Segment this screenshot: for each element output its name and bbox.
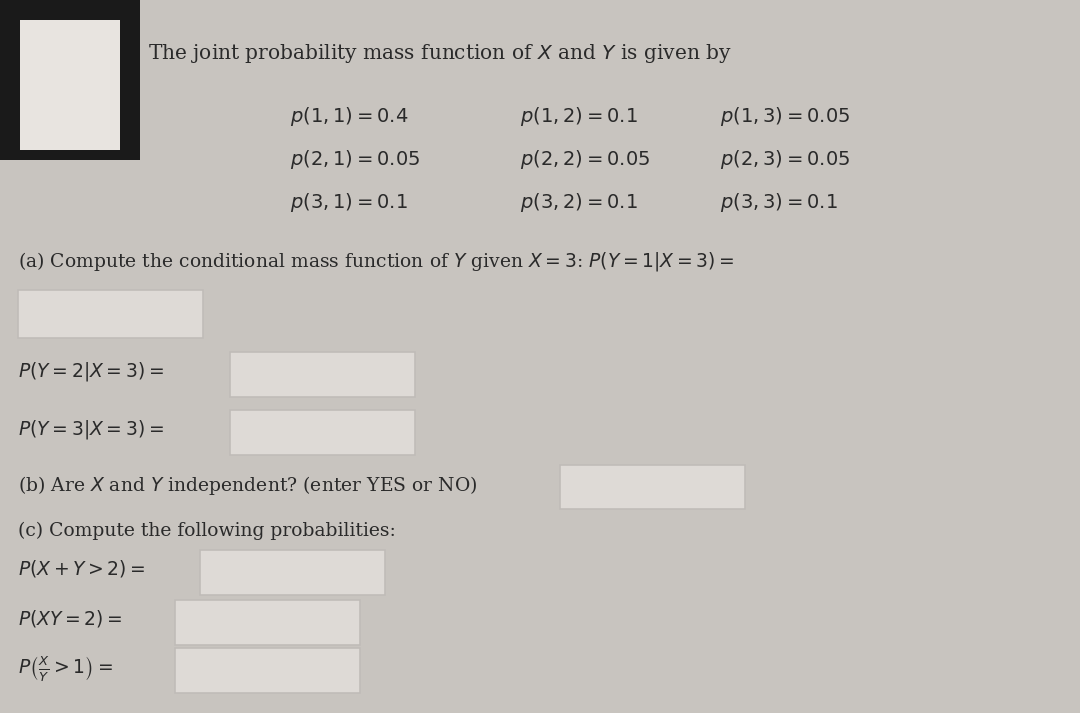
FancyBboxPatch shape [175, 600, 360, 645]
Text: $P(Y = 2|X = 3) =$: $P(Y = 2|X = 3) =$ [18, 360, 164, 383]
Text: $p(2, 3) = 0.05$: $p(2, 3) = 0.05$ [720, 148, 850, 171]
Text: $p(3, 1) = 0.1$: $p(3, 1) = 0.1$ [291, 191, 407, 214]
Text: $p(2, 2) = 0.05$: $p(2, 2) = 0.05$ [519, 148, 650, 171]
FancyBboxPatch shape [18, 290, 203, 338]
FancyBboxPatch shape [230, 352, 415, 397]
Text: $p(2, 1) = 0.05$: $p(2, 1) = 0.05$ [291, 148, 420, 171]
Text: (b) Are $X$ and $Y$ independent? (enter YES or NO): (b) Are $X$ and $Y$ independent? (enter … [18, 474, 477, 497]
FancyBboxPatch shape [230, 410, 415, 455]
Text: The joint probability mass function of $X$ and $Y$ is given by: The joint probability mass function of $… [148, 42, 732, 65]
Text: $P\left(\frac{X}{Y} > 1\right) =$: $P\left(\frac{X}{Y} > 1\right) =$ [18, 655, 113, 684]
Text: $P(X + Y > 2) =$: $P(X + Y > 2) =$ [18, 558, 146, 579]
Text: (a) Compute the conditional mass function of $Y$ given $X = 3$: $P(Y = 1|X = 3) : (a) Compute the conditional mass functio… [18, 250, 734, 273]
Text: $p(1, 1) = 0.4$: $p(1, 1) = 0.4$ [291, 105, 408, 128]
Text: $p(1, 2) = 0.1$: $p(1, 2) = 0.1$ [519, 105, 637, 128]
FancyBboxPatch shape [200, 550, 384, 595]
FancyBboxPatch shape [175, 648, 360, 693]
Text: (c) Compute the following probabilities:: (c) Compute the following probabilities: [18, 522, 395, 540]
Text: $p(3, 3) = 0.1$: $p(3, 3) = 0.1$ [720, 191, 838, 214]
FancyBboxPatch shape [0, 0, 140, 160]
Text: $p(3, 2) = 0.1$: $p(3, 2) = 0.1$ [519, 191, 637, 214]
Text: $P(XY = 2) =$: $P(XY = 2) =$ [18, 608, 123, 629]
Text: $P(Y = 3|X = 3) =$: $P(Y = 3|X = 3) =$ [18, 418, 164, 441]
FancyBboxPatch shape [561, 465, 745, 509]
Text: $p(1, 3) = 0.05$: $p(1, 3) = 0.05$ [720, 105, 850, 128]
FancyBboxPatch shape [21, 20, 120, 150]
